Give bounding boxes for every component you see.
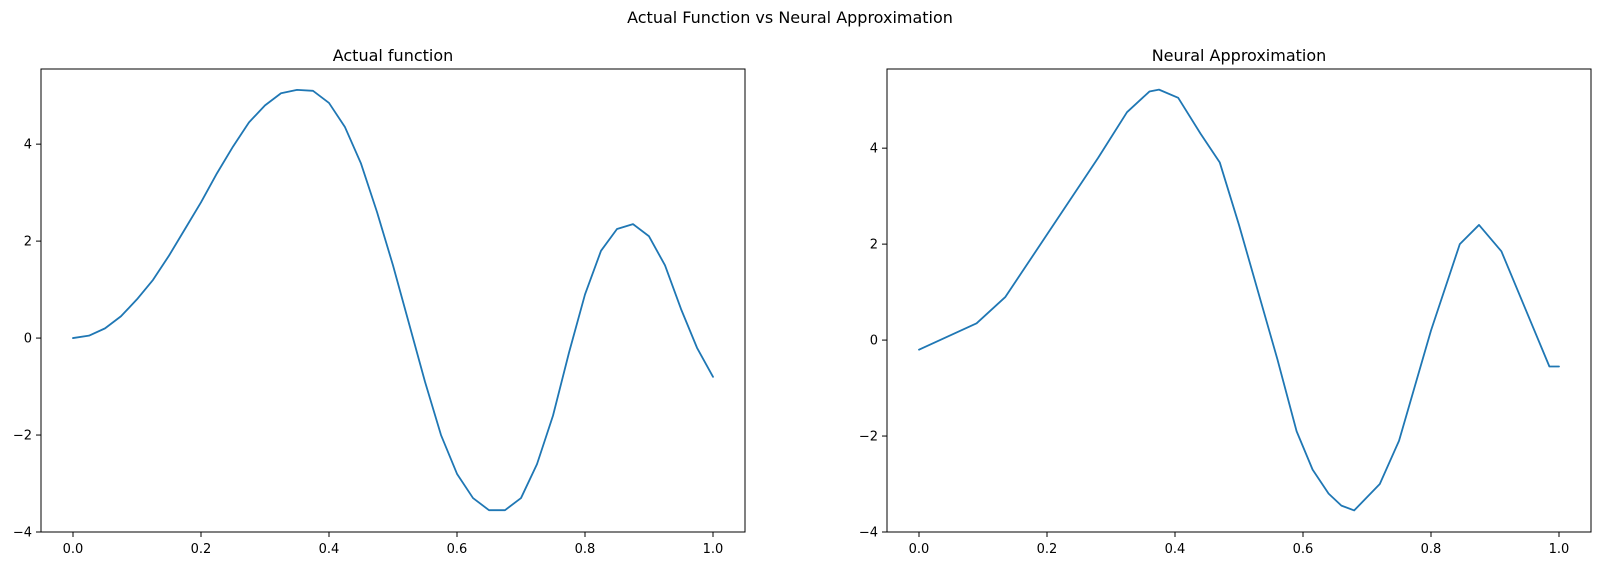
neural-approximation-plot	[918, 88, 1560, 512]
actual-function-axes: Actual function 0.0 0.2 0.4 0.6 0.8 1.0 −4 −2 0…	[13, 46, 746, 557]
neural-approximation-y-tick-label: 2	[870, 238, 878, 253]
neural-approximation-x-tick-label: 0.2	[1037, 542, 1058, 557]
neural-approximation-x-tick-label: 0.4	[1165, 542, 1186, 557]
neural-approximation-y-tick-label: 0	[870, 334, 878, 349]
actual-function-title: Actual function	[333, 46, 454, 65]
neural-approximation-x-tick-label: 0.6	[1293, 542, 1314, 557]
actual-function-frame	[40, 68, 746, 533]
neural-approximation-y-tick-label: −2	[859, 430, 878, 445]
actual-function-x-tick-label: 0.2	[191, 542, 212, 557]
actual-function-x-tick-label: 0.8	[575, 542, 596, 557]
actual-function-series-line-0	[72, 88, 714, 512]
neural-approximation-y-tick-label: 4	[870, 142, 878, 157]
actual-function-y-tick-label: 2	[24, 235, 32, 250]
actual-function-y-tick-label: −2	[13, 429, 32, 444]
neural-approximation-series-line-0	[918, 88, 1560, 512]
neural-approximation-title: Neural Approximation	[1152, 46, 1327, 65]
figure-suptitle: Actual Function vs Neural Approximation	[627, 8, 953, 27]
neural-approximation-frame	[886, 68, 1592, 533]
actual-function-y-ticks: −4 −2 0 2 4	[13, 138, 41, 541]
actual-function-y-tick-label: 4	[24, 138, 32, 153]
neural-approximation-x-tick-label: 1.0	[1549, 542, 1570, 557]
neural-approximation-y-ticks: −4 −2 0 2 4	[859, 142, 887, 541]
actual-function-plot	[72, 88, 714, 512]
actual-function-x-tick-label: 0.6	[447, 542, 468, 557]
actual-function-x-tick-label: 0.0	[63, 542, 84, 557]
neural-approximation-axes: Neural Approximation 0.0 0.2 0.4 0.6 0.8 1.0 …	[859, 46, 1592, 557]
actual-function-x-ticks: 0.0 0.2 0.4 0.6 0.8 1.0	[63, 532, 724, 557]
actual-function-x-tick-label: 1.0	[703, 542, 724, 557]
actual-function-y-tick-label: 0	[24, 332, 32, 347]
actual-function-y-tick-label: −4	[13, 526, 32, 541]
neural-approximation-x-tick-label: 0.0	[909, 542, 930, 557]
neural-approximation-x-tick-label: 0.8	[1421, 542, 1442, 557]
neural-approximation-y-tick-label: −4	[859, 526, 878, 541]
actual-function-x-tick-label: 0.4	[319, 542, 340, 557]
neural-approximation-x-ticks: 0.0 0.2 0.4 0.6 0.8 1.0	[909, 532, 1570, 557]
